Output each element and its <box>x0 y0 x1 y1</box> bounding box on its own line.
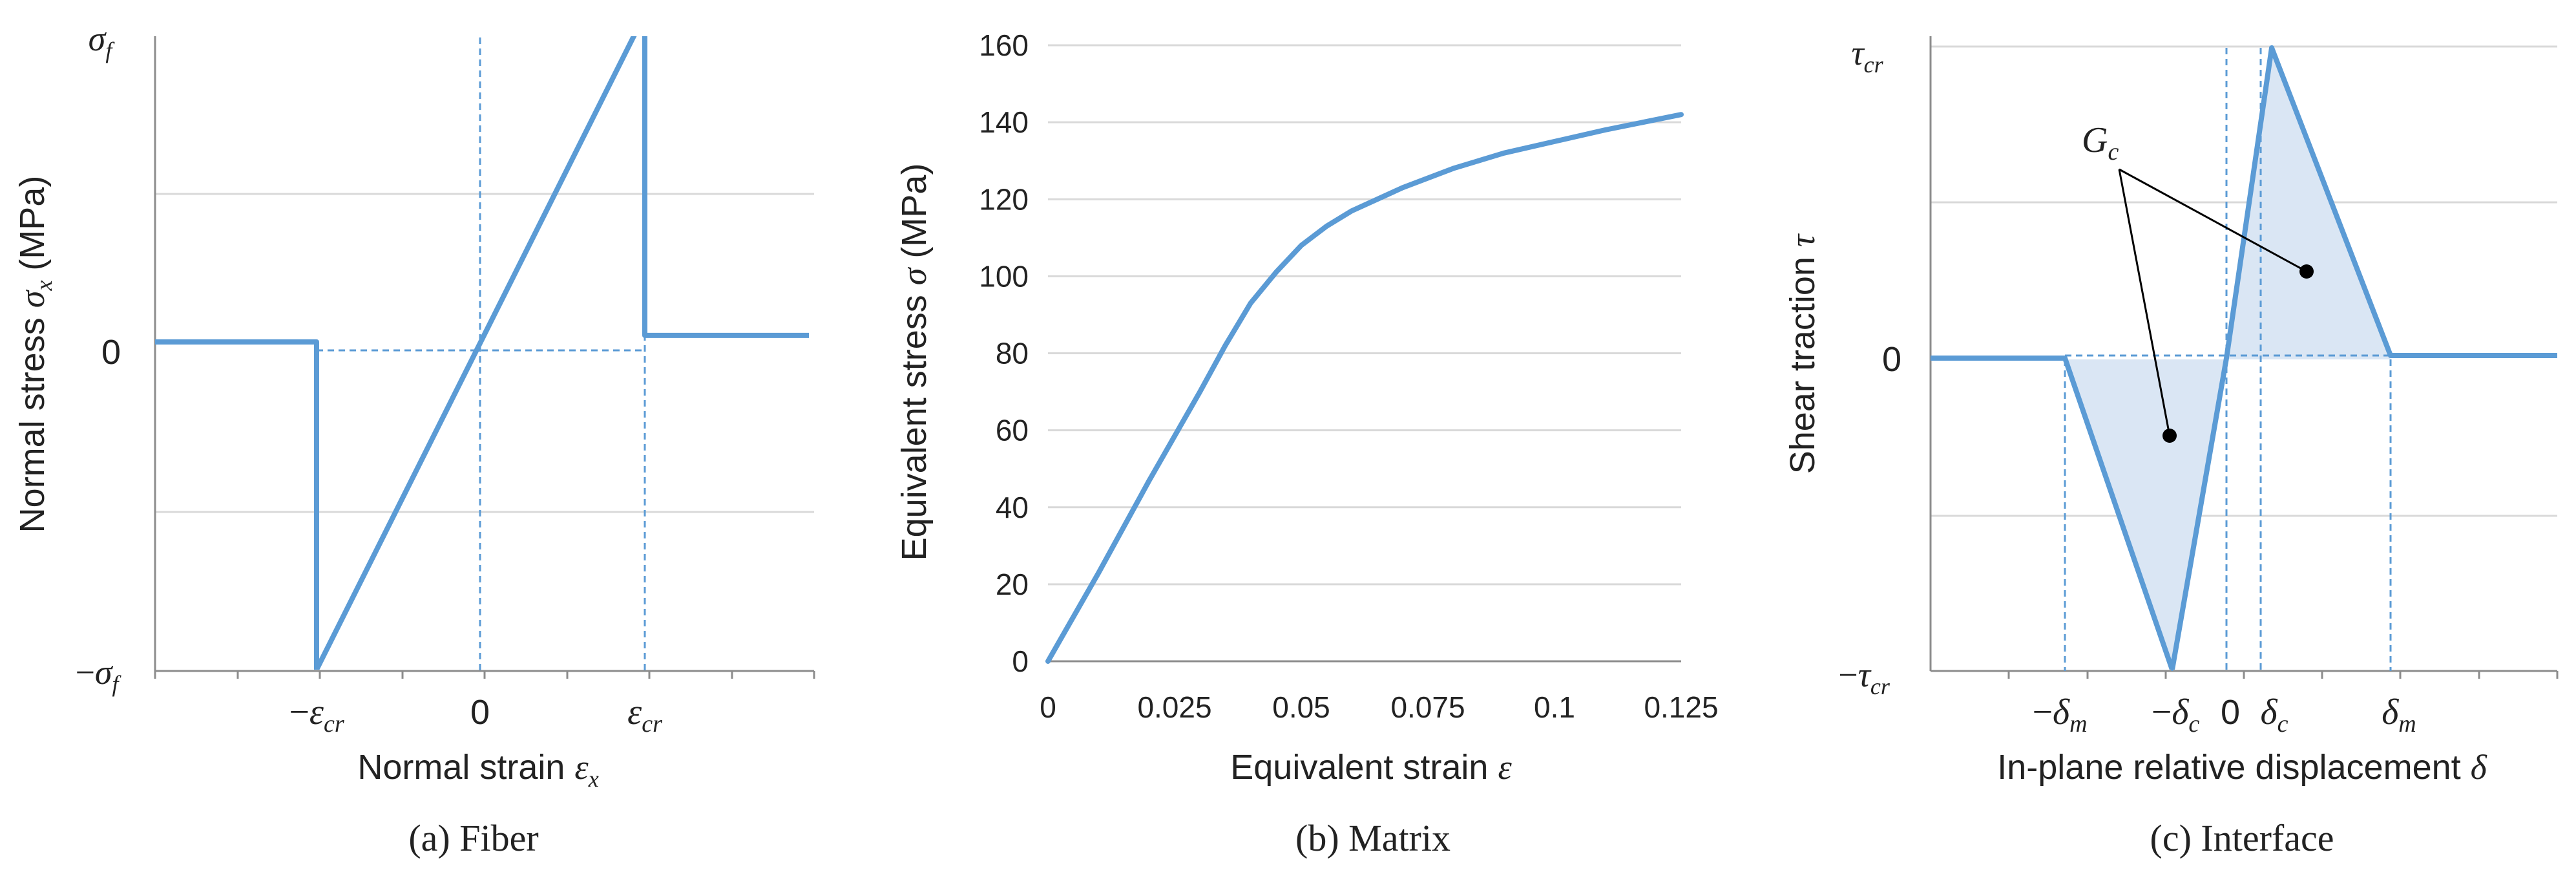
matrix-x-tick-label: 0.1 <box>1534 690 1575 724</box>
fiber-y-tick-label: 0 <box>101 333 121 372</box>
interface-energy-area-negative <box>2065 359 2226 670</box>
interface-y-tick-label: −τcr <box>1838 655 1890 699</box>
interface-caption: (c) Interface <box>2150 817 2334 859</box>
matrix-y-tick-labels: 0 20 40 60 80 100 120 140 160 <box>979 28 1029 678</box>
fiber-y-tick-label: σf <box>89 19 116 63</box>
gc-annotation: Gc <box>2082 120 2314 443</box>
matrix-y-tick-label: 20 <box>996 568 1029 601</box>
matrix-x-tick-label: 0.05 <box>1272 690 1330 724</box>
fiber-x-ticks <box>154 671 815 679</box>
fiber-x-tick-label: εcr <box>627 692 662 738</box>
fiber-caption: (a) Fiber <box>408 817 538 859</box>
interface-softening-edge <box>2270 47 2392 356</box>
interface-energy-area-positive <box>2226 48 2391 359</box>
matrix-y-axis-title: Equivalent stress σ (MPa) <box>895 164 934 561</box>
gc-leader-line <box>2119 168 2307 273</box>
fiber-y-tick-label: −σf <box>75 653 121 697</box>
interface-gridlines <box>1931 45 2557 517</box>
interface-chart: Gc τcr 0 −τcr −δm −δc 0 δc δm In-plane r… <box>1783 34 2559 859</box>
matrix-y-tick-label: 140 <box>979 105 1029 139</box>
matrix-y-tick-label: 80 <box>996 337 1029 370</box>
fiber-x-axis-title: Normal strain εx <box>357 748 598 792</box>
fiber-x-tick-label: −εcr <box>289 692 344 738</box>
matrix-x-tick-label: 0.025 <box>1137 690 1211 724</box>
interface-x-tick-label: δm <box>2382 692 2416 738</box>
gc-marker <box>2162 429 2177 443</box>
matrix-x-tick-label: 0 <box>1040 690 1056 724</box>
matrix-caption: (b) Matrix <box>1295 817 1450 859</box>
fiber-chart: σf 0 −σf −εcr 0 εcr Normal strain εx Nor… <box>13 19 815 859</box>
fiber-y-axis-title: Normal stress σx (MPa) <box>13 176 57 533</box>
matrix-chart: 0 20 40 60 80 100 120 140 160 0 0.025 0.05 0.075 0.1… <box>895 28 1719 859</box>
matrix-y-tick-label: 120 <box>979 182 1029 216</box>
interface-y-tick-label: 0 <box>1882 340 1901 379</box>
matrix-gridlines <box>1048 44 1681 586</box>
interface-y-axis-title: Shear traction τ <box>1783 233 1822 474</box>
interface-x-tick-label: −δc <box>2152 692 2200 738</box>
matrix-x-axis-title: Equivalent strain ε <box>1230 748 1512 787</box>
interface-x-axis-title: In-plane relative displacement δ <box>1997 748 2487 787</box>
fiber-guides <box>317 37 646 671</box>
matrix-y-tick-label: 60 <box>996 414 1029 447</box>
fiber-stress-strain-line <box>155 36 809 670</box>
fiber-gridlines <box>155 193 814 513</box>
matrix-y-tick-label: 100 <box>979 259 1029 293</box>
fiber-x-tick-label: 0 <box>470 693 490 732</box>
matrix-y-tick-label: 40 <box>996 491 1029 524</box>
matrix-x-tick-label: 0.075 <box>1390 690 1465 724</box>
matrix-x-tick-labels: 0 0.025 0.05 0.075 0.1 0.125 <box>1040 690 1718 724</box>
matrix-x-tick-label: 0.125 <box>1644 690 1718 724</box>
interface-x-tick-label: −δm <box>2032 692 2087 738</box>
gc-leader-line <box>2118 169 2171 436</box>
interface-x-ticks <box>2007 671 2559 679</box>
interface-y-tick-label: τcr <box>1851 34 1883 78</box>
gc-marker <box>2299 264 2314 279</box>
matrix-y-tick-label: 0 <box>1012 644 1029 678</box>
gc-label: Gc <box>2082 120 2119 165</box>
interface-x-tick-label: 0 <box>2221 693 2240 732</box>
interface-x-tick-label: δc <box>2261 692 2288 738</box>
matrix-stress-strain-curve <box>1045 112 1684 664</box>
matrix-y-tick-label: 160 <box>979 28 1029 62</box>
